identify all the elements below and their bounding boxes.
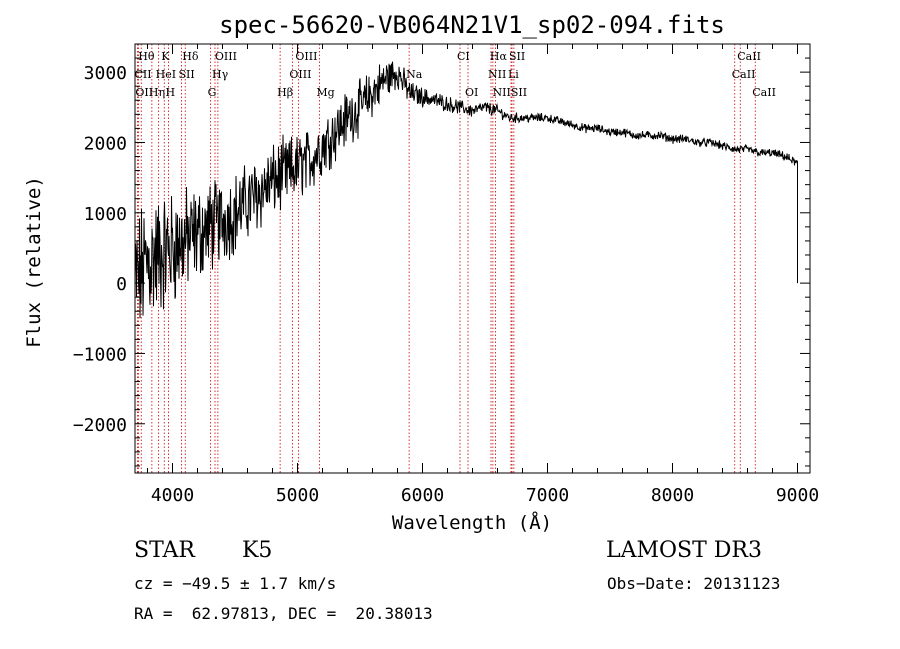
- line-label: Hγ: [212, 68, 229, 81]
- line-label: H: [166, 86, 176, 99]
- coordinates-text: RA = 62.97813, DEC = 20.38013: [134, 604, 433, 623]
- line-label: Mg: [316, 86, 334, 99]
- line-label: CaII: [737, 50, 761, 63]
- line-label: SII: [511, 86, 527, 99]
- line-label: CaII: [752, 86, 776, 99]
- line-label: Hθ: [138, 50, 155, 63]
- x-ticks: 4000 5000 6000 7000 8000 9000: [147, 44, 819, 506]
- object-subclass: K5: [242, 538, 273, 563]
- x-tick-label: 9000: [776, 485, 819, 506]
- survey-label: LAMOST DR3: [606, 538, 762, 563]
- y-ticks: −2000 −1000 0 1000 2000 3000: [73, 43, 810, 467]
- line-label: Hδ: [182, 50, 199, 63]
- line-label: SII: [509, 50, 525, 63]
- y-tick-label: −1000: [73, 344, 127, 365]
- object-class: STAR: [134, 538, 195, 563]
- y-tick-label: 2000: [84, 133, 127, 154]
- spectrum-series: [134, 61, 798, 319]
- y-tick-label: 1000: [84, 204, 127, 225]
- redshift-text: cz = −49.5 ± 1.7 km/s: [134, 574, 337, 593]
- line-label: CaII: [732, 68, 756, 81]
- obs-date-text: Obs−Date: 20131123: [607, 574, 781, 593]
- line-label: OIII: [289, 68, 311, 81]
- line-label: HeI: [156, 68, 176, 81]
- x-tick-label: 7000: [526, 485, 569, 506]
- line-markers: [137, 44, 756, 473]
- line-label: K: [161, 50, 170, 63]
- line-label: NII: [488, 68, 506, 81]
- line-label: Hα: [490, 50, 508, 63]
- x-tick-label: 4000: [151, 485, 194, 506]
- chart-title: spec-56620-VB064N21V1_sp02-094.fits: [219, 11, 725, 39]
- x-tick-label: 8000: [651, 485, 694, 506]
- line-label: OIII: [215, 50, 237, 63]
- line-label: OII: [135, 86, 153, 99]
- x-tick-label: 6000: [401, 485, 444, 506]
- line-label: Hη: [149, 86, 165, 99]
- x-tick-label: 5000: [276, 485, 319, 506]
- line-label: Li: [508, 68, 519, 81]
- line-label: Na: [406, 68, 423, 81]
- line-label: OIII: [295, 50, 317, 63]
- line-label: CII: [135, 68, 152, 81]
- x-axis-label: Wavelength (Å): [392, 511, 552, 534]
- y-axis-label: Flux (relative): [23, 176, 45, 348]
- y-tick-label: 0: [116, 274, 127, 295]
- y-tick-label: 3000: [84, 63, 127, 84]
- line-label: SII: [179, 68, 195, 81]
- line-label: NII: [493, 86, 511, 99]
- y-tick-label: −2000: [73, 415, 127, 436]
- line-label: OI: [465, 86, 478, 99]
- line-label: G: [208, 86, 217, 99]
- line-label: Hβ: [277, 86, 293, 99]
- line-label: CI: [457, 50, 470, 63]
